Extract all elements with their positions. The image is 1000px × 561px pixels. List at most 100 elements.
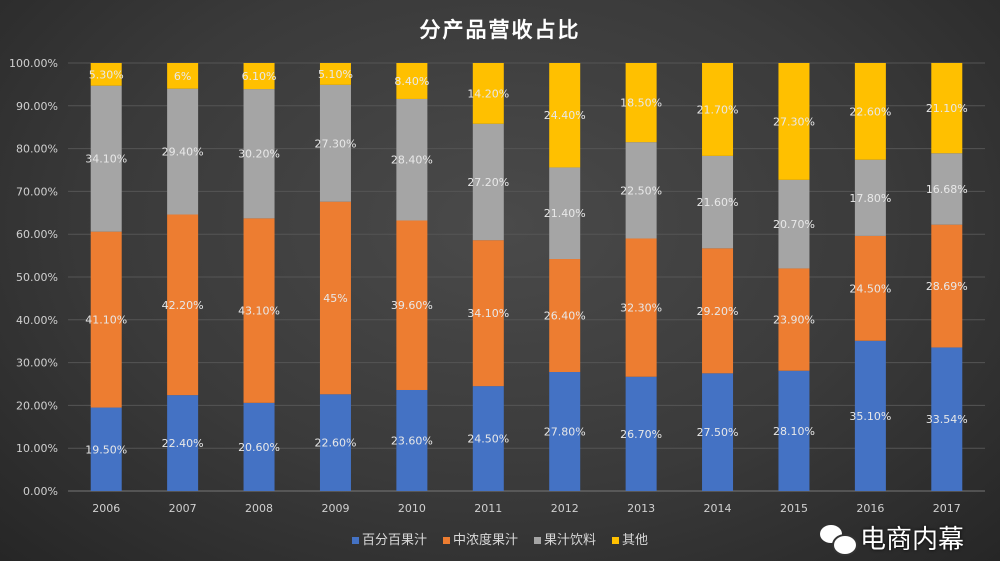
data-label: 20.60%: [238, 441, 280, 454]
bar-segment: [625, 238, 657, 377]
x-tick-label: 2013: [627, 502, 655, 515]
data-label: 21.60%: [697, 196, 739, 209]
data-label: 32.30%: [620, 302, 662, 315]
legend-item: 中浓度果汁: [442, 529, 518, 548]
data-label: 28.69%: [926, 280, 968, 293]
bar-segment: [319, 63, 351, 85]
bar-segment: [702, 373, 734, 491]
legend-label: 百分百果汁: [361, 533, 427, 548]
bar-segment: [931, 224, 963, 348]
data-label: 22.60%: [314, 437, 356, 450]
data-label: 26.40%: [544, 310, 586, 323]
bar-segment: [472, 123, 504, 241]
data-label: 21.10%: [926, 102, 968, 115]
bar-segment: [702, 248, 734, 374]
data-label: 29.40%: [162, 146, 204, 159]
x-tick-label: 2009: [321, 502, 349, 515]
bar-segment: [90, 231, 122, 408]
data-label: 45%: [323, 292, 347, 305]
bar-segment: [778, 63, 810, 180]
bar-segment: [702, 155, 734, 249]
data-label: 5.30%: [89, 68, 124, 81]
data-label: 21.70%: [697, 103, 739, 116]
bar-segment: [931, 347, 963, 491]
bar-segment: [549, 259, 581, 373]
legend-label: 果汁饮料: [544, 533, 597, 548]
data-label: 17.80%: [849, 192, 891, 205]
bar-segment: [472, 240, 504, 387]
bar-segment: [243, 89, 275, 219]
bar-segment: [90, 63, 122, 86]
data-label: 28.10%: [773, 425, 815, 438]
bar-segment: [549, 372, 581, 491]
bar-segment: [396, 220, 428, 390]
data-label: 43.10%: [238, 305, 280, 318]
y-tick-label: 70.00%: [16, 185, 58, 198]
data-label: 39.60%: [391, 299, 433, 312]
y-tick-label: 50.00%: [16, 271, 58, 284]
bar-segment: [167, 395, 199, 491]
y-tick-label: 80.00%: [16, 143, 58, 156]
legend-swatch: [534, 537, 541, 544]
data-label: 27.50%: [697, 426, 739, 439]
bar-segment: [396, 98, 428, 221]
x-tick-label: 2016: [856, 502, 884, 515]
bar-segment: [167, 63, 199, 89]
wechat-icon: [820, 524, 860, 556]
bar-segment: [931, 62, 963, 154]
legend-item: 百分百果汁: [351, 529, 427, 548]
data-label: 33.54%: [926, 413, 968, 426]
data-label: 41.10%: [85, 314, 127, 327]
data-label: 22.40%: [162, 437, 204, 450]
legend-label: 其他: [622, 533, 649, 548]
data-label: 24.40%: [544, 109, 586, 122]
legend-item: 其他: [612, 529, 648, 548]
x-tick-label: 2008: [245, 502, 273, 515]
bar-segment: [778, 268, 810, 371]
data-label: 24.50%: [849, 282, 891, 295]
bar-segment: [625, 142, 657, 239]
data-label: 20.70%: [773, 218, 815, 231]
legend-swatch: [351, 537, 359, 544]
bar-segment: [472, 386, 504, 491]
bar-segment: [778, 370, 810, 491]
legend: 百分百果汁 中浓度果汁 果汁饮料 其他: [0, 529, 1000, 548]
bar-segment: [90, 85, 122, 232]
bar-segment: [931, 153, 963, 225]
bar-segment: [702, 63, 734, 156]
y-tick-label: 30.00%: [16, 357, 58, 370]
data-label: 6.10%: [242, 70, 277, 83]
watermark-text: 电商内幕: [860, 525, 965, 555]
data-label: 26.70%: [620, 428, 662, 441]
data-label: 27.30%: [314, 137, 356, 150]
x-tick-label: 2010: [398, 502, 426, 515]
bar-segment: [854, 340, 886, 491]
data-label: 27.30%: [773, 115, 815, 128]
data-label: 16.68%: [926, 183, 968, 196]
watermark: 电商内幕: [820, 524, 964, 556]
bar-segment: [243, 63, 275, 90]
bar-segment: [854, 235, 886, 341]
x-tick-label: 2006: [92, 502, 120, 515]
bar-segment: [396, 389, 428, 491]
bar-segment: [778, 179, 810, 269]
bar-segment: [854, 159, 886, 236]
data-label: 24.50%: [467, 433, 509, 446]
bar-segment: [243, 402, 275, 491]
data-label: 30.20%: [238, 148, 280, 161]
y-tick-label: 90.00%: [16, 100, 58, 113]
legend-label: 中浓度果汁: [452, 533, 518, 548]
data-label: 27.20%: [467, 176, 509, 189]
data-label: 8.40%: [394, 75, 429, 88]
bar-segment: [243, 218, 275, 403]
y-tick-label: 0.00%: [23, 485, 58, 498]
x-tick-label: 2007: [169, 502, 197, 515]
data-label: 27.80%: [544, 426, 586, 439]
data-label: 5.10%: [318, 68, 353, 81]
bar-segment: [549, 167, 581, 260]
y-tick-label: 40.00%: [16, 314, 58, 327]
data-label: 23.90%: [773, 314, 815, 327]
bar-segment: [319, 84, 351, 202]
y-tick-label: 20.00%: [16, 399, 58, 412]
